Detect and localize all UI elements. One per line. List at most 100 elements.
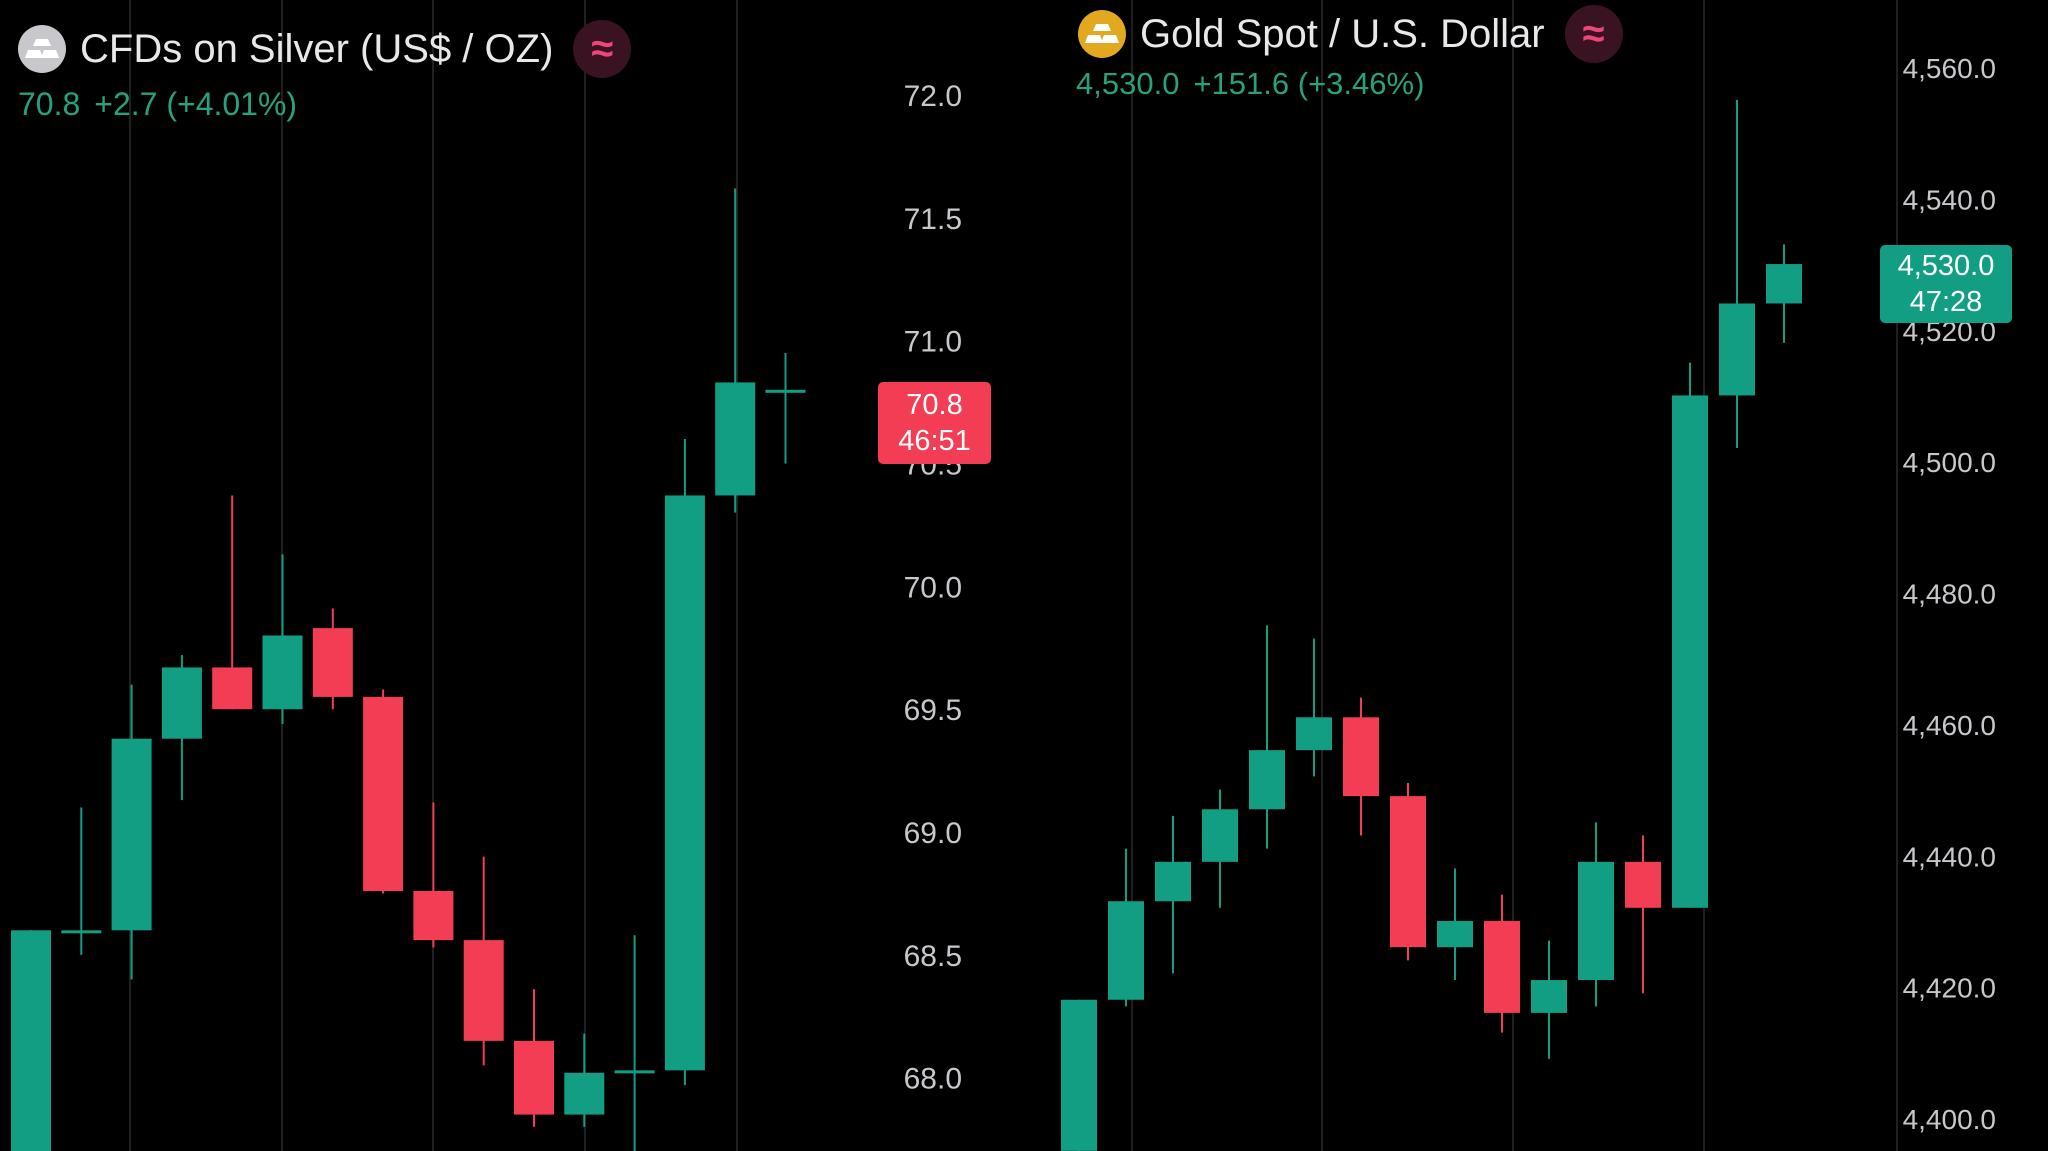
silver-candle-body bbox=[715, 382, 756, 496]
silver-candle[interactable] bbox=[262, 554, 303, 724]
gold-candle[interactable] bbox=[1437, 868, 1473, 981]
gold-candle-body bbox=[1719, 303, 1755, 396]
gold-candle-body bbox=[1202, 809, 1238, 862]
gold-bars-icon bbox=[1078, 10, 1126, 58]
silver-candle[interactable] bbox=[564, 1033, 605, 1127]
gold-price-tag: 4,530.0 47:28 bbox=[1880, 245, 2012, 323]
gold-candle[interactable] bbox=[1484, 894, 1520, 1033]
silver-candle[interactable] bbox=[413, 802, 454, 948]
silver-last-price: 70.8 bbox=[18, 86, 81, 122]
silver-candle[interactable] bbox=[212, 495, 253, 710]
silver-candle[interactable] bbox=[61, 807, 102, 955]
silver-candle-body bbox=[664, 495, 705, 1071]
silver-candle-body bbox=[11, 930, 51, 1151]
silver-candle-body bbox=[363, 696, 404, 891]
silver-y-tick-label: 69.5 bbox=[904, 694, 962, 727]
gold-y-tick-label: 4,540.0 bbox=[1903, 184, 1996, 215]
silver-change-pct: (+4.01%) bbox=[166, 86, 298, 122]
silver-candle-body bbox=[614, 1070, 655, 1074]
gold-candle[interactable] bbox=[1719, 99, 1755, 448]
gold-candle[interactable] bbox=[1625, 835, 1661, 994]
silver-price-tag: 70.8 46:51 bbox=[878, 382, 991, 464]
silver-candle[interactable] bbox=[463, 856, 504, 1066]
gold-candle-body bbox=[1108, 901, 1144, 1000]
gold-y-tick-label: 4,400.0 bbox=[1903, 1104, 1996, 1135]
gold-candle-body bbox=[1531, 980, 1567, 1013]
silver-candle-body bbox=[413, 891, 454, 941]
gold-candle[interactable] bbox=[1249, 625, 1285, 849]
silver-quote: 70.8 +2.7 (+4.01%) bbox=[18, 86, 297, 123]
silver-candle-body bbox=[61, 930, 102, 934]
gold-y-tick-label: 4,460.0 bbox=[1903, 710, 1996, 741]
gold-candle-body bbox=[1155, 861, 1191, 902]
gold-y-tick-label: 4,500.0 bbox=[1903, 447, 1996, 478]
wave-approx-icon[interactable]: ≈ bbox=[573, 20, 632, 78]
silver-tag-price: 70.8 bbox=[906, 388, 963, 421]
gold-candle[interactable] bbox=[1108, 848, 1144, 1007]
silver-y-tick-label: 68.5 bbox=[904, 940, 962, 973]
silver-candle-body bbox=[463, 940, 504, 1041]
gold-candle-body bbox=[1061, 999, 1097, 1151]
gold-candle-body bbox=[1672, 395, 1708, 908]
gold-candle[interactable] bbox=[1296, 638, 1332, 777]
gold-tag-price: 4,530.0 bbox=[1897, 249, 1995, 282]
gold-tag-countdown: 47:28 bbox=[1909, 286, 1983, 318]
gold-candle[interactable] bbox=[1672, 362, 1708, 908]
silver-tag-countdown: 46:51 bbox=[898, 425, 971, 457]
gold-change: +151.6 bbox=[1193, 66, 1290, 101]
silver-y-tick-label: 71.0 bbox=[904, 326, 962, 359]
gold-last-price: 4,530.0 bbox=[1076, 66, 1180, 101]
silver-candle-body bbox=[262, 635, 303, 710]
gold-candlestick-chart[interactable]: 4,560.04,540.04,520.04,500.04,480.04,460… bbox=[1050, 0, 2048, 1151]
gold-candle[interactable] bbox=[1155, 815, 1191, 974]
silver-candle-body bbox=[111, 738, 152, 931]
gold-candle[interactable] bbox=[1578, 822, 1614, 1007]
gold-candle[interactable] bbox=[1766, 244, 1802, 343]
gold-y-tick-label: 4,480.0 bbox=[1903, 579, 1996, 610]
silver-y-tick-label: 72.0 bbox=[904, 80, 962, 113]
silver-candle[interactable] bbox=[111, 684, 152, 980]
silver-candle[interactable] bbox=[765, 352, 806, 464]
silver-candle-body bbox=[765, 389, 806, 393]
gold-candle[interactable] bbox=[1202, 789, 1238, 908]
silver-candle[interactable] bbox=[363, 689, 404, 894]
gold-candle-body bbox=[1484, 920, 1520, 1013]
gold-candle-body bbox=[1766, 264, 1802, 304]
silver-candle[interactable] bbox=[312, 608, 353, 710]
silver-candlestick-chart[interactable]: 72.071.571.070.570.069.569.068.568.0 bbox=[0, 0, 1050, 1151]
gold-symbol-title[interactable]: Gold Spot / U.S. Dollar bbox=[1140, 11, 1545, 56]
gold-candle[interactable] bbox=[1390, 782, 1426, 961]
silver-candle[interactable] bbox=[161, 655, 202, 801]
gold-candle-body bbox=[1437, 920, 1473, 948]
gold-candle-body bbox=[1390, 796, 1426, 948]
silver-chart-panel[interactable]: 72.0 71.5 71.0 70.5 70.0 69.5 69.0 68.5 68.0 CFD… bbox=[0, 0, 1050, 1151]
silver-candle-body bbox=[212, 667, 253, 710]
silver-candle[interactable] bbox=[715, 188, 756, 513]
silver-candle[interactable] bbox=[614, 935, 655, 1151]
gold-header: Gold Spot / U.S. Dollar ≈ bbox=[1078, 5, 1623, 63]
silver-candle[interactable] bbox=[664, 438, 705, 1086]
silver-candle-body bbox=[161, 667, 202, 739]
silver-y-tick-label: 68.0 bbox=[904, 1063, 962, 1096]
silver-y-tick-label: 70.0 bbox=[904, 571, 962, 604]
gold-candle[interactable] bbox=[1343, 697, 1379, 836]
silver-y-tick-label: 69.0 bbox=[904, 817, 962, 850]
silver-y-tick-label: 71.5 bbox=[904, 203, 962, 236]
silver-candle[interactable] bbox=[514, 989, 554, 1127]
gold-candle-body bbox=[1249, 750, 1285, 810]
silver-header: CFDs on Silver (US$ / OZ) ≈ bbox=[18, 20, 632, 78]
gold-y-tick-label: 4,420.0 bbox=[1903, 973, 1996, 1004]
gold-candle[interactable] bbox=[1061, 999, 1097, 1151]
silver-symbol-title[interactable]: CFDs on Silver (US$ / OZ) bbox=[80, 26, 554, 71]
gold-change-pct: (+3.46%) bbox=[1297, 66, 1425, 101]
gold-y-tick-label: 4,440.0 bbox=[1903, 841, 1996, 872]
silver-change: +2.7 bbox=[94, 86, 158, 122]
silver-bars-icon bbox=[18, 25, 66, 73]
silver-candle[interactable] bbox=[11, 930, 51, 1151]
gold-candle[interactable] bbox=[1531, 940, 1567, 1059]
gold-candle-body bbox=[1296, 717, 1332, 751]
wave-approx-icon[interactable]: ≈ bbox=[1564, 5, 1623, 63]
gold-chart-panel[interactable]: 4,560.0 4,540.0 4,520.0 4,500.0 4,480.0 4,460… bbox=[1050, 0, 2048, 1151]
silver-candle-body bbox=[564, 1072, 605, 1115]
gold-candle-body bbox=[1578, 861, 1614, 981]
